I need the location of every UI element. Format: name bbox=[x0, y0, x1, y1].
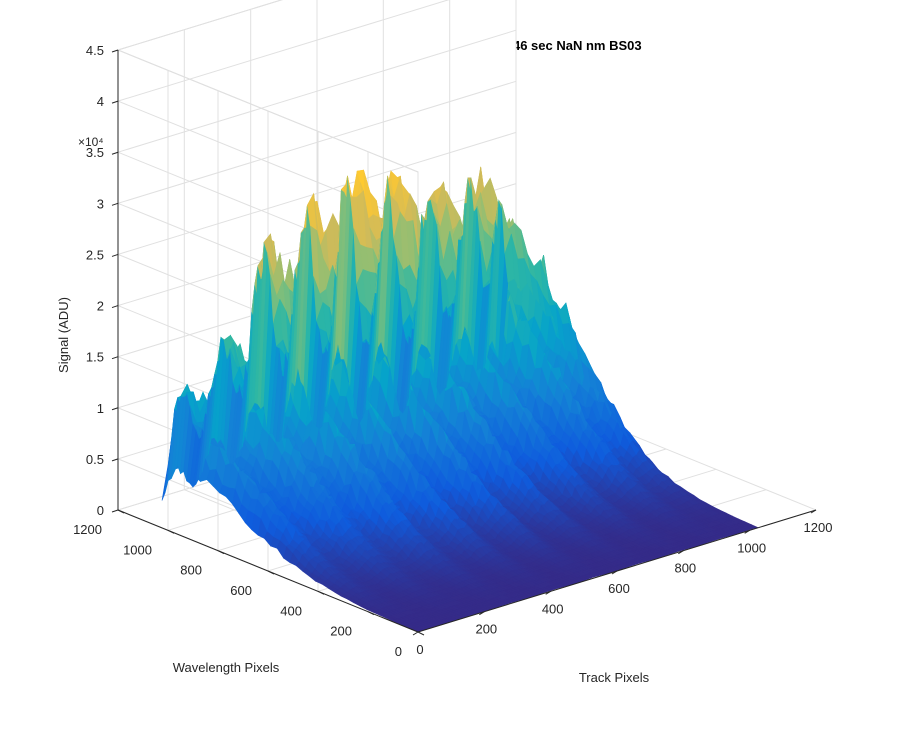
z-tick bbox=[111, 509, 119, 513]
z-tick-label: 1.5 bbox=[86, 350, 104, 365]
y-tick-label: 200 bbox=[330, 624, 352, 639]
z-tick bbox=[111, 407, 119, 411]
x-tick-label: 0 bbox=[416, 642, 423, 657]
z-tick bbox=[111, 356, 119, 360]
x-tick-label: 1200 bbox=[804, 520, 833, 535]
z-axis-exponent-label: ×10⁴ bbox=[78, 135, 104, 149]
y-tick-label: 1200 bbox=[73, 522, 102, 537]
x-tick-label: 400 bbox=[542, 601, 564, 616]
z-tick-label: 4 bbox=[97, 94, 104, 109]
y-tick-label: 600 bbox=[230, 583, 252, 598]
z-tick-label: 3 bbox=[97, 196, 104, 211]
z-tick-label: 0 bbox=[97, 503, 104, 518]
z-tick-label: 2.5 bbox=[86, 247, 104, 262]
z-tick bbox=[111, 202, 119, 206]
z-axis-label: Signal (ADU) bbox=[56, 297, 71, 373]
x-axis-label: Track Pixels bbox=[579, 670, 650, 685]
signal-surface bbox=[161, 166, 759, 633]
z-tick-label: 1 bbox=[97, 401, 104, 416]
y-tick-label: 400 bbox=[280, 603, 302, 618]
z-tick bbox=[111, 49, 119, 53]
z-tick bbox=[111, 253, 119, 257]
y-tick-label: 800 bbox=[180, 563, 202, 578]
z-tick-label: 0.5 bbox=[86, 452, 104, 467]
x-tick-label: 200 bbox=[475, 622, 497, 637]
x-tick-label: 600 bbox=[608, 581, 630, 596]
y-tick-label: 1000 bbox=[123, 542, 152, 557]
y-tick-label: 0 bbox=[395, 644, 402, 659]
x-tick-label: 800 bbox=[674, 561, 696, 576]
x-tick bbox=[412, 631, 419, 636]
z-tick bbox=[111, 458, 119, 462]
z-tick bbox=[111, 305, 119, 309]
z-tick-label: 4.5 bbox=[86, 43, 104, 58]
z-tick bbox=[111, 100, 119, 104]
y-tick bbox=[417, 631, 425, 636]
z-tick bbox=[111, 151, 119, 155]
z-tick-label: 2 bbox=[97, 299, 104, 314]
x-tick-label: 1000 bbox=[737, 540, 766, 555]
y-axis-label: Wavelength Pixels bbox=[173, 660, 280, 675]
